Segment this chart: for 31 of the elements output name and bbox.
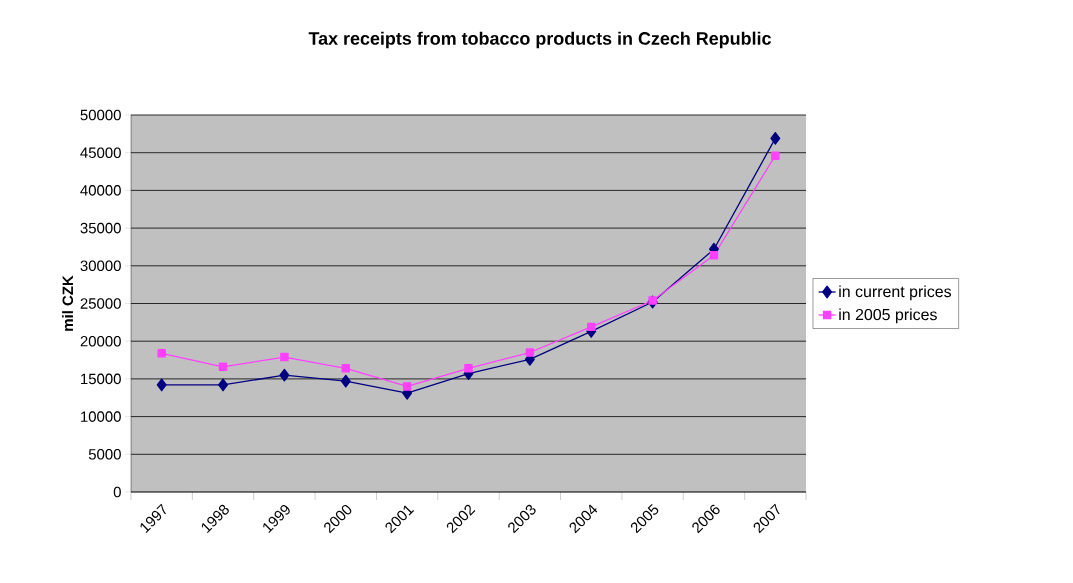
y-axis-title: mil CZK <box>62 275 74 331</box>
point <box>341 364 351 373</box>
point <box>648 296 657 305</box>
y-tick-label: 20000 <box>80 335 121 347</box>
y-tick-label: 25000 <box>80 298 121 309</box>
point <box>218 362 228 372</box>
point <box>280 352 289 362</box>
point <box>464 364 473 373</box>
point <box>525 348 535 357</box>
y-tick-label: 45000 <box>80 147 121 158</box>
legend-label: in current prices <box>839 285 952 301</box>
point <box>157 349 166 358</box>
point <box>402 382 412 391</box>
y-tick-label: 35000 <box>80 222 121 234</box>
chart-title: Tax receipts from tobacco products in Czech Republic <box>308 31 771 49</box>
y-tick-label: 10000 <box>81 411 121 422</box>
y-tick-label: 50000 <box>80 109 121 121</box>
point <box>156 378 167 392</box>
point <box>279 368 290 382</box>
point <box>586 322 596 332</box>
y-tick-label: 0 <box>113 486 121 498</box>
point <box>340 374 351 388</box>
y-tick-label: 5000 <box>88 449 121 460</box>
y-tick-label: 40000 <box>80 185 121 196</box>
legend-label: in 2005 prices <box>839 308 937 324</box>
y-tick-label: 30000 <box>80 260 121 272</box>
y-tick-label: 15000 <box>81 373 121 385</box>
point <box>770 131 781 145</box>
point <box>218 378 229 392</box>
point <box>709 250 719 260</box>
point <box>771 151 780 160</box>
